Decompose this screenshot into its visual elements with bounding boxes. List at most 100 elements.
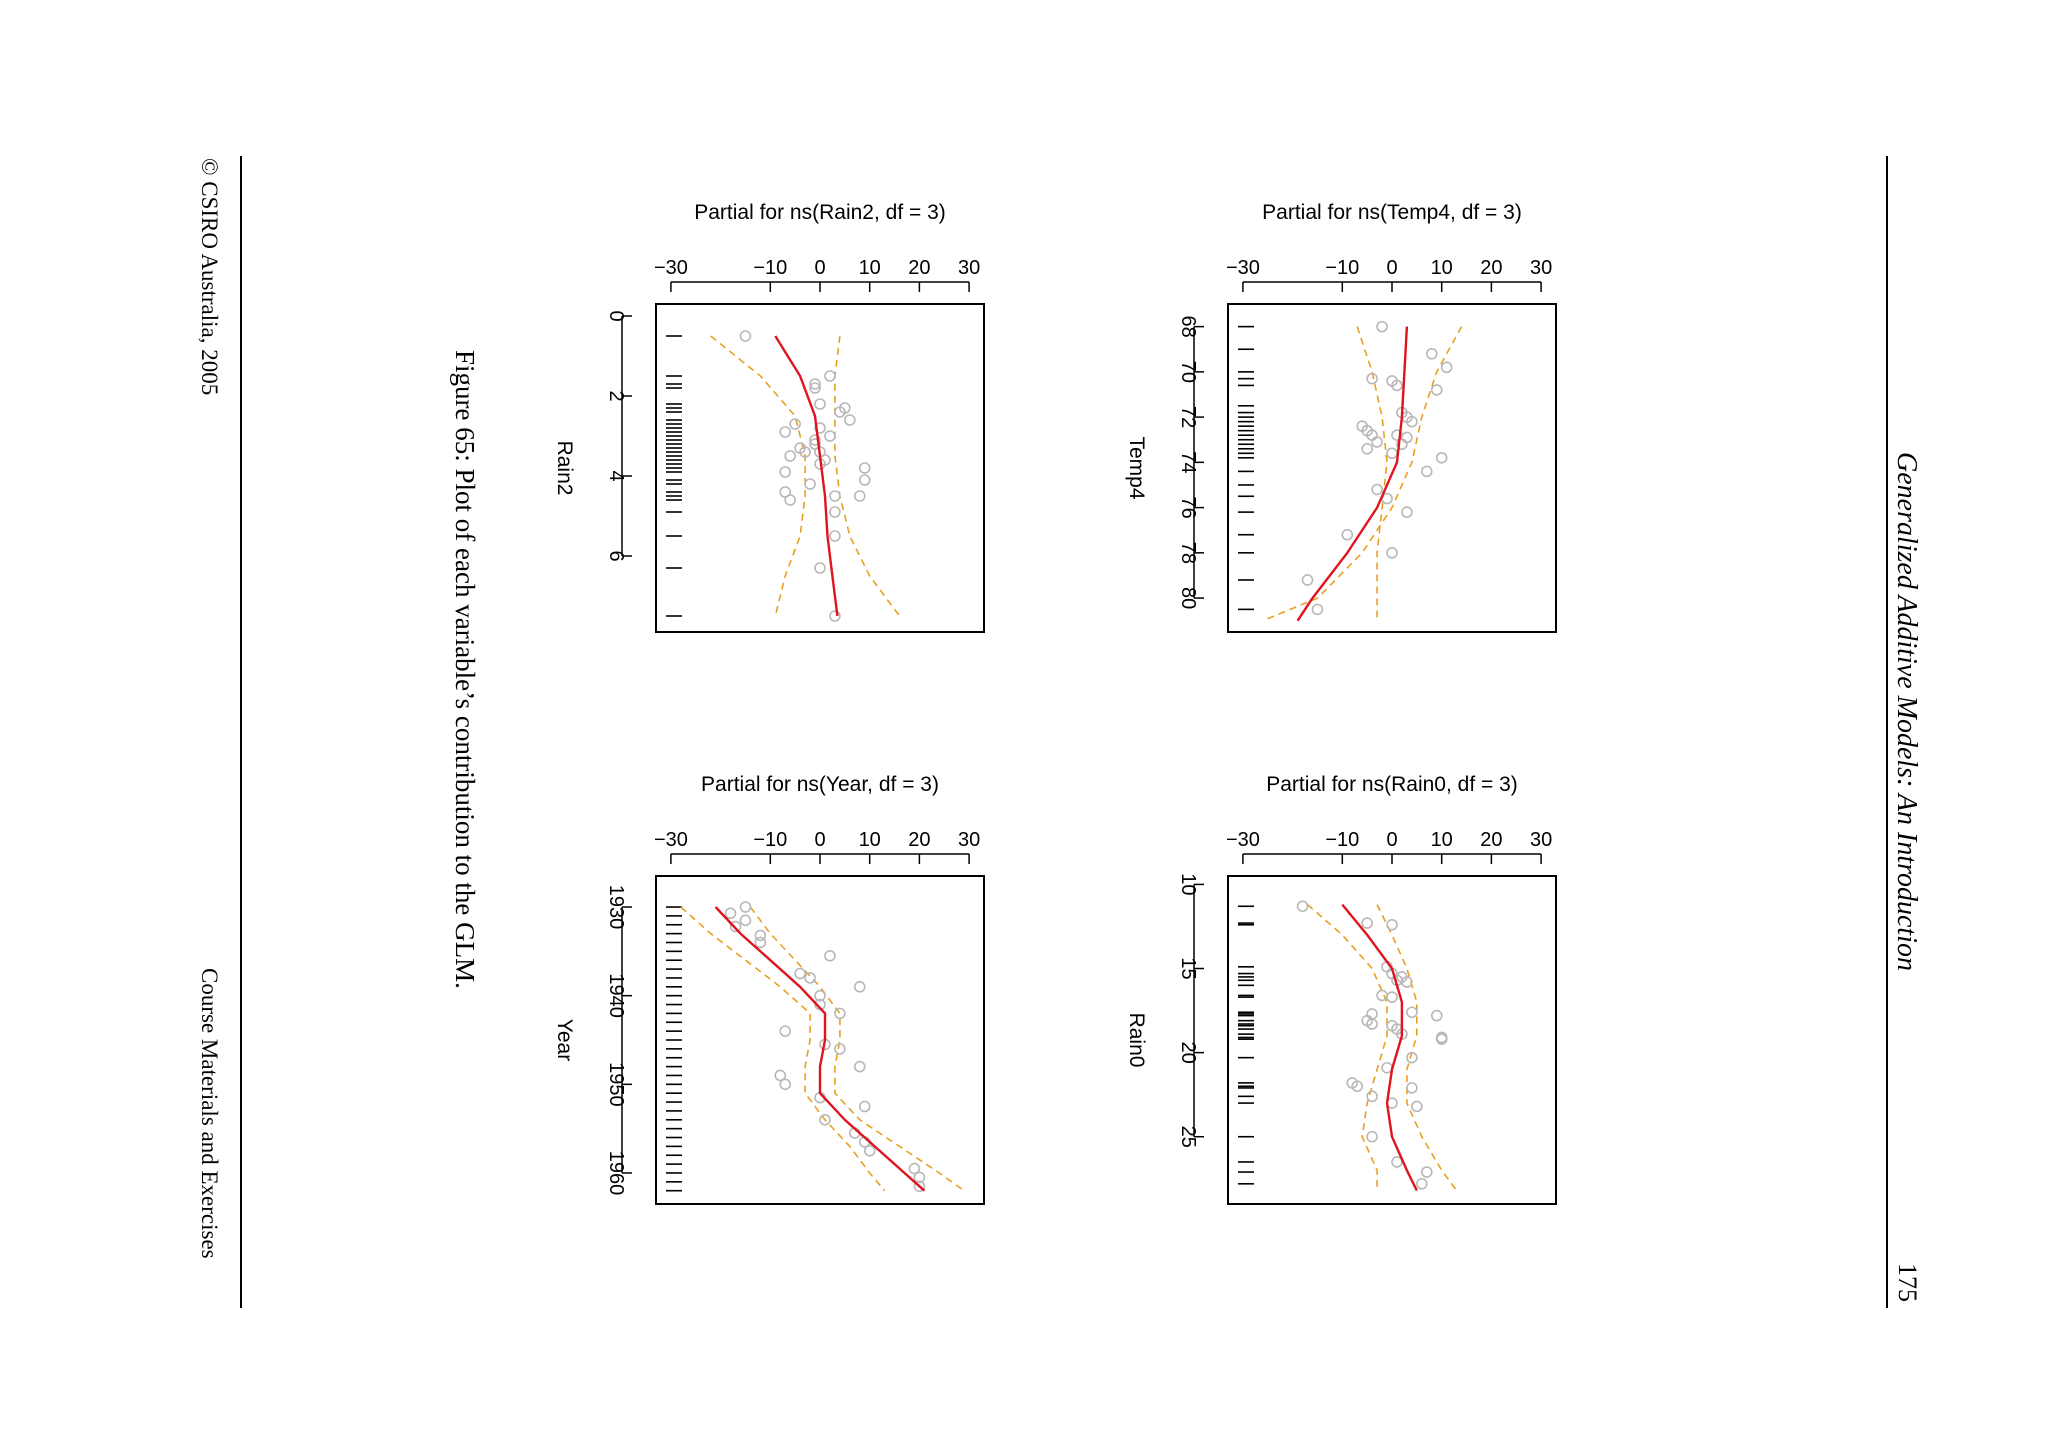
- x-tick-label: 68: [1177, 315, 1199, 337]
- data-point: [1361, 917, 1373, 929]
- data-point: [834, 1043, 846, 1055]
- x-tick-label: 74: [1177, 451, 1199, 473]
- data-point: [804, 478, 816, 490]
- y-tick-label: −30: [654, 829, 688, 851]
- data-point: [784, 494, 796, 506]
- data-point: [1371, 436, 1383, 448]
- data-point: [739, 330, 752, 342]
- data-point: [799, 446, 811, 458]
- y-tick-label: 0: [1386, 829, 1397, 851]
- data-point: [858, 462, 871, 474]
- data-point: [1366, 372, 1378, 385]
- data-point: [824, 949, 836, 962]
- data-point: [834, 406, 846, 418]
- data-point: [1366, 1018, 1378, 1030]
- data-point: [754, 936, 767, 949]
- data-point: [829, 610, 841, 622]
- data-point: [809, 434, 821, 446]
- header-rule: [1886, 156, 1888, 1308]
- y-tick-label: 30: [958, 257, 980, 279]
- data-point: [789, 418, 801, 430]
- data-point: [1341, 528, 1354, 541]
- x-axis-label: Year: [553, 1019, 576, 1061]
- upper-band-line: [1262, 326, 1463, 622]
- data-point: [814, 562, 826, 574]
- y-tick-label: 0: [1386, 257, 1397, 279]
- data-point: [1296, 900, 1309, 913]
- data-point: [1401, 976, 1413, 988]
- data-point: [1371, 483, 1383, 496]
- data-point: [804, 972, 816, 984]
- x-tick-label: 1950: [605, 1062, 627, 1107]
- y-tick-label: 30: [1530, 829, 1552, 851]
- panel-year: −30 −10 0 10 20 30 Partial for ns(Year, df = 3…: [553, 773, 985, 1205]
- data-point: [844, 414, 856, 426]
- data-point: [779, 1078, 792, 1091]
- x-tick-label: 0: [605, 310, 627, 321]
- y-tick-label: 20: [908, 829, 930, 851]
- fit-line: [714, 906, 926, 1192]
- data-point: [853, 981, 866, 993]
- data-point: [829, 530, 841, 542]
- y-tick-label: 20: [1480, 829, 1502, 851]
- data-point: [1366, 1090, 1378, 1103]
- x-tick-label: 72: [1177, 406, 1199, 428]
- data-point: [814, 989, 826, 1002]
- plot-frame: [655, 303, 985, 633]
- data-point: [1435, 1033, 1448, 1045]
- y-tick-label: 0: [814, 257, 825, 279]
- data-point: [794, 967, 806, 980]
- x-axis-label: Rain2: [553, 441, 576, 496]
- y-tick-label: −10: [753, 257, 787, 279]
- data-point: [853, 490, 866, 502]
- data-point: [754, 929, 767, 942]
- x-tick-label: 15: [1177, 957, 1199, 979]
- y-tick-label: −10: [1325, 257, 1359, 279]
- lower-band-line: [710, 335, 806, 617]
- x-tick-label: 80: [1177, 587, 1199, 609]
- data-point: [779, 466, 792, 478]
- panel-title: Partial for ns(Temp4, df = 3): [1262, 201, 1522, 224]
- upper-band-line: [749, 906, 965, 1192]
- x-tick-label: 25: [1177, 1126, 1199, 1148]
- y-tick-label: 10: [1431, 257, 1453, 279]
- data-point: [858, 1100, 871, 1113]
- data-point: [774, 1069, 787, 1082]
- data-point: [1411, 1100, 1423, 1113]
- data-point: [819, 1113, 831, 1126]
- x-axis-label: Rain0: [1125, 1013, 1148, 1068]
- y-tick-label: 10: [859, 829, 881, 851]
- data-point: [779, 486, 792, 498]
- data-point: [1366, 1008, 1378, 1020]
- plot-frame: [1227, 303, 1557, 633]
- data-point: [1386, 447, 1398, 460]
- data-point: [1376, 320, 1388, 333]
- data-point: [1401, 431, 1413, 444]
- data-point: [853, 1060, 866, 1073]
- data-point: [1301, 574, 1314, 586]
- data-point: [913, 1180, 926, 1193]
- data-point: [1420, 1166, 1433, 1178]
- panel-title: Partial for ns(Year, df = 3): [701, 773, 939, 796]
- data-point: [739, 901, 752, 913]
- data-point: [1440, 361, 1453, 374]
- y-tick-label: 0: [814, 829, 825, 851]
- data-point: [809, 382, 821, 394]
- data-point: [1420, 465, 1433, 478]
- y-tick-label: 10: [1431, 829, 1453, 851]
- x-tick-label: 70: [1177, 361, 1199, 383]
- data-point: [1351, 1080, 1364, 1093]
- data-point: [814, 422, 826, 434]
- x-tick-label: 20: [1177, 1041, 1199, 1063]
- y-tick-label: −10: [1325, 829, 1359, 851]
- upper-band-line: [1376, 904, 1458, 1191]
- plot-frame: [1227, 875, 1557, 1205]
- y-tick-label: 10: [859, 257, 881, 279]
- x-tick-label: 76: [1177, 496, 1199, 518]
- data-point: [1416, 1178, 1428, 1190]
- data-point: [1386, 918, 1398, 931]
- y-tick-label: −30: [1226, 829, 1260, 851]
- data-point: [1361, 442, 1373, 455]
